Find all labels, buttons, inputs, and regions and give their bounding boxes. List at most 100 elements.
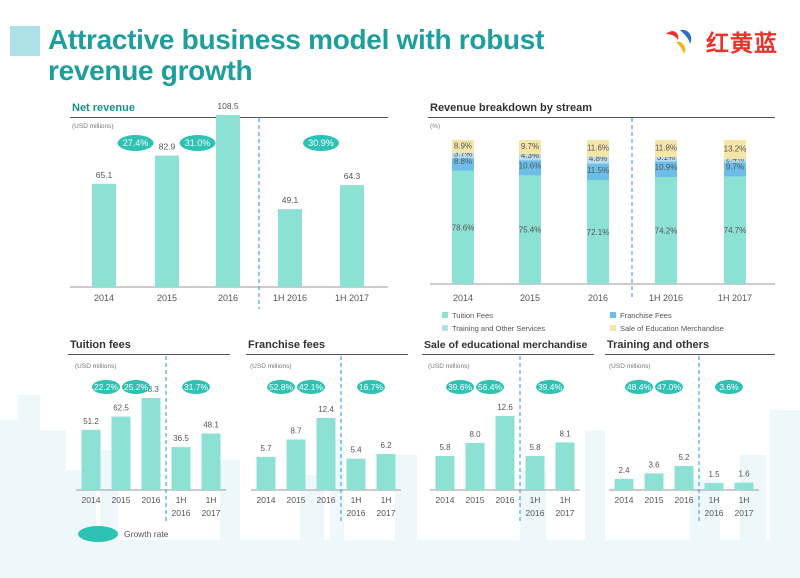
training_and_others-growth-label-0: 48.4%	[627, 382, 652, 392]
revenue_breakdown-legend-swatch-2	[442, 325, 448, 331]
revenue_breakdown-bar-2-seg-1	[587, 163, 609, 181]
revenue_breakdown-bar-4-seg-2	[724, 159, 746, 163]
franchise_fees-tick-label-0: 2014	[257, 495, 276, 505]
sale_of_merchandise-tick-label-0: 2014	[436, 495, 455, 505]
franchise_fees-tick-label-4-line2: 2017	[377, 508, 396, 518]
revenue_breakdown-tick-label-3: 1H 2016	[649, 293, 683, 303]
training_and_others-growth-label-1: 47.0%	[657, 382, 682, 392]
net_revenue-bar-4	[340, 185, 364, 287]
franchise_fees-bar-3	[346, 458, 366, 490]
franchise_fees-tick-label-4: 1H	[381, 495, 392, 505]
training_and_others-growth-bubble-1	[655, 380, 683, 394]
tuition_fees-unit-label: (USD millions)	[75, 363, 117, 370]
training_and_others-bar-1	[644, 473, 664, 490]
franchise_fees-growth-bubble-2	[357, 380, 385, 394]
training_and_others-tick-label-3-line2: 2016	[705, 508, 724, 518]
training_and_others-tick-label-2: 2016	[675, 495, 694, 505]
training_and_others-tick-label-3: 1H	[709, 495, 720, 505]
revenue_breakdown-tick-label-4: 1H 2017	[718, 293, 752, 303]
revenue_breakdown-bar-2-seg-0	[587, 180, 609, 284]
net_revenue-unit-label: (USD millions)	[72, 123, 114, 130]
revenue_breakdown-legend-label-2: Training and Other Services	[452, 324, 545, 333]
net_revenue-value-label-3: 49.1	[282, 195, 299, 205]
training_and_others-bar-0	[614, 478, 634, 490]
net_revenue-tick-label-1: 2015	[157, 293, 177, 303]
revenue_breakdown-legend-swatch-1	[610, 312, 616, 318]
training_and_others-tick-label-0: 2014	[615, 495, 634, 505]
tuition-rule	[68, 354, 230, 355]
sale_of_merchandise-value-label-0: 5.8	[439, 443, 451, 452]
franchise_fees-growth-bubble-1	[297, 380, 325, 394]
training_and_others-value-label-2: 5.2	[678, 453, 690, 462]
revenue_breakdown-seg-label-0-2: 3.7%	[454, 149, 472, 158]
sale_of_merchandise-growth-bubble-2	[536, 380, 564, 394]
revenue_breakdown-bar-0-seg-2	[452, 152, 474, 159]
franchise_fees-bar-2	[316, 418, 336, 490]
tuition_fees-growth-label-0: 22.2%	[94, 382, 119, 392]
revenue_breakdown-seg-label-2-0: 72.1%	[587, 228, 610, 237]
slide-title: Attractive business model with robust re…	[48, 24, 545, 86]
training_and_others-value-label-4: 1.6	[738, 470, 750, 479]
merch-rule	[422, 354, 594, 355]
revenue_breakdown-legend-label-1: Franchise Fees	[620, 311, 672, 320]
revenue_breakdown-bar-3-seg-2	[655, 156, 677, 162]
sale_of_merchandise-value-label-3: 5.8	[529, 443, 541, 452]
title-accent-square	[10, 26, 40, 56]
franchise_fees-value-label-3: 5.4	[350, 446, 362, 455]
revenue_breakdown-seg-label-4-3: 13.2%	[724, 145, 747, 154]
breakdown-rule	[428, 117, 775, 118]
net_revenue-growth-label-1: 31.0%	[185, 138, 211, 148]
training_and_others-growth-bubble-2	[715, 380, 743, 394]
training_and_others-tick-label-4-line2: 2017	[735, 508, 754, 518]
sale_of_merchandise-tick-label-3: 1H	[530, 495, 541, 505]
franchise_fees-value-label-2: 12.4	[318, 405, 334, 414]
franchise_fees-value-label-4: 6.2	[380, 441, 392, 450]
revenue_breakdown-seg-label-3-2: 3.1%	[657, 153, 675, 162]
sale_of_merchandise-growth-bubble-0	[446, 380, 474, 394]
net_revenue-growth-bubble-2	[303, 135, 339, 151]
tuition_fees-bar-2	[141, 398, 161, 490]
training_and_others-bar-2	[674, 466, 694, 490]
training_and_others-growth-bubble-0	[625, 380, 653, 394]
net-revenue-title: Net revenue	[72, 102, 135, 114]
tuition_fees-tick-label-2: 2016	[142, 495, 161, 505]
sale_of_merchandise-bar-1	[465, 443, 485, 490]
franchise_fees-growth-label-2: 16.7%	[359, 382, 384, 392]
breakdown-title: Revenue breakdown by stream	[430, 102, 593, 114]
sale_of_merchandise-growth-label-1: 56.4%	[478, 382, 503, 392]
net_revenue-value-label-2: 108.5	[217, 101, 239, 111]
franchise-title: Franchise fees	[248, 339, 326, 351]
training-rule	[605, 354, 775, 355]
growth-legend: Growth rate	[78, 526, 169, 542]
sale_of_merchandise-value-label-1: 8.0	[469, 430, 481, 439]
revenue_breakdown-seg-label-2-1: 11.5%	[587, 166, 609, 175]
logo-mark-yellow	[676, 41, 686, 54]
tuition_fees-value-label-1: 62.5	[113, 404, 129, 413]
revenue_breakdown-seg-label-4-1: 9.7%	[726, 162, 744, 171]
revenue_breakdown-seg-label-2-2: 4.8%	[589, 154, 607, 163]
tuition_fees-growth-bubble-2	[182, 380, 210, 394]
revenue_breakdown-tick-label-0: 2014	[453, 293, 473, 303]
merch-title: Sale of educational merchandise	[424, 339, 588, 351]
revenue_breakdown-bar-2-seg-3	[587, 140, 609, 157]
revenue_breakdown-seg-label-1-2: 4.3%	[521, 151, 539, 160]
tuition_fees-bar-3	[171, 447, 191, 490]
revenue_breakdown-bar-2-seg-2	[587, 156, 609, 164]
revenue_breakdown-tick-label-1: 2015	[520, 293, 540, 303]
franchise_fees-value-label-0: 5.7	[260, 444, 272, 453]
tuition_fees-bar-1	[111, 416, 131, 490]
sale_of_merchandise-bar-0	[435, 455, 455, 490]
franchise_fees-tick-label-2: 2016	[317, 495, 336, 505]
franchise_fees-value-label-1: 8.7	[290, 426, 302, 435]
franchise_fees-bar-0	[256, 456, 276, 490]
net_revenue-bar-0	[92, 183, 116, 287]
franchise_fees-growth-bubble-0	[267, 380, 295, 394]
revenue_breakdown-seg-label-3-1: 10.9%	[655, 163, 678, 172]
revenue_breakdown-bar-1-seg-3	[519, 140, 541, 154]
tuition_fees-growth-label-2: 31.7%	[184, 382, 209, 392]
revenue_breakdown-bar-0-seg-0	[452, 170, 474, 284]
sale_of_merchandise-value-label-4: 8.1	[559, 429, 571, 438]
revenue_breakdown-legend-label-3: Sale of Education Merchandise	[620, 324, 724, 333]
training_and_others-bar-3	[704, 483, 724, 490]
